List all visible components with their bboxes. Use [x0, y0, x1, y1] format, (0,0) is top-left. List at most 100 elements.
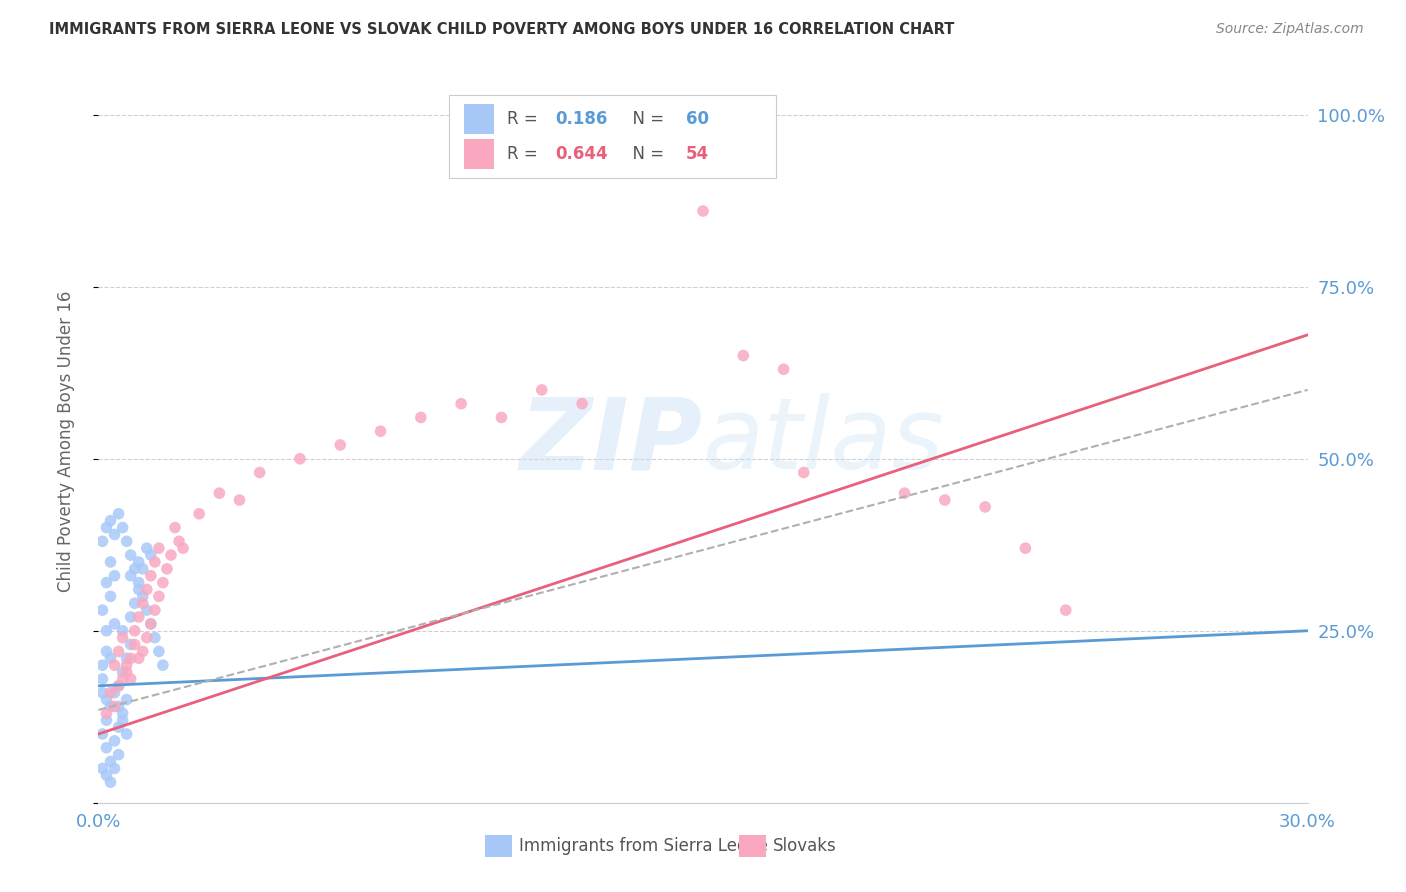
Point	[103, 686, 125, 700]
Point	[974, 500, 997, 514]
Point	[228, 493, 250, 508]
Point	[124, 624, 146, 638]
Point	[692, 204, 714, 219]
Point	[120, 610, 142, 624]
Point	[329, 438, 352, 452]
Point	[893, 486, 915, 500]
Point	[115, 665, 138, 679]
Text: N =: N =	[621, 145, 669, 163]
Point	[612, 121, 634, 136]
Point	[132, 596, 155, 610]
Point	[103, 658, 125, 673]
Point	[132, 562, 155, 576]
FancyBboxPatch shape	[485, 835, 512, 857]
FancyBboxPatch shape	[464, 104, 494, 135]
Point	[96, 768, 118, 782]
Point	[128, 555, 150, 569]
Point	[188, 507, 211, 521]
Point	[1054, 603, 1077, 617]
Point	[148, 590, 170, 604]
Point	[91, 727, 114, 741]
Point	[409, 410, 432, 425]
Point	[107, 644, 129, 658]
Point	[132, 590, 155, 604]
Text: Immigrants from Sierra Leone: Immigrants from Sierra Leone	[519, 838, 768, 855]
Text: ZIP: ZIP	[520, 393, 703, 490]
Point	[103, 568, 125, 582]
Point	[208, 486, 231, 500]
Point	[139, 548, 162, 562]
Point	[103, 761, 125, 775]
Point	[124, 638, 146, 652]
Point	[100, 755, 122, 769]
Text: 0.644: 0.644	[555, 145, 609, 163]
Point	[139, 616, 162, 631]
Point	[135, 631, 157, 645]
Point	[103, 616, 125, 631]
Text: IMMIGRANTS FROM SIERRA LEONE VS SLOVAK CHILD POVERTY AMONG BOYS UNDER 16 CORRELA: IMMIGRANTS FROM SIERRA LEONE VS SLOVAK C…	[49, 22, 955, 37]
Point	[120, 568, 142, 582]
Point	[96, 713, 118, 727]
Text: R =: R =	[508, 145, 543, 163]
FancyBboxPatch shape	[740, 835, 766, 857]
Point	[115, 658, 138, 673]
Point	[107, 699, 129, 714]
Point	[733, 349, 755, 363]
Point	[111, 665, 134, 679]
Point	[111, 713, 134, 727]
Point	[100, 775, 122, 789]
Point	[96, 740, 118, 755]
Point	[115, 534, 138, 549]
Point	[115, 692, 138, 706]
Point	[167, 534, 190, 549]
Point	[91, 686, 114, 700]
Text: Slovaks: Slovaks	[773, 838, 837, 855]
Point	[111, 706, 134, 721]
Point	[370, 424, 392, 438]
Point	[96, 644, 118, 658]
Text: 0.186: 0.186	[555, 110, 607, 128]
Point	[143, 631, 166, 645]
Point	[135, 603, 157, 617]
Point	[172, 541, 194, 556]
Point	[107, 747, 129, 762]
Text: atlas: atlas	[703, 393, 945, 490]
Point	[160, 548, 183, 562]
Point	[96, 706, 118, 721]
Point	[96, 624, 118, 638]
Point	[103, 734, 125, 748]
Point	[111, 520, 134, 534]
Point	[128, 575, 150, 590]
Point	[793, 466, 815, 480]
Point	[91, 761, 114, 775]
Point	[100, 555, 122, 569]
Point	[103, 527, 125, 541]
Point	[934, 493, 956, 508]
Text: N =: N =	[621, 110, 669, 128]
FancyBboxPatch shape	[449, 95, 776, 178]
Point	[139, 568, 162, 582]
Point	[772, 362, 794, 376]
Point	[111, 631, 134, 645]
Point	[288, 451, 311, 466]
Point	[107, 720, 129, 734]
Point	[128, 610, 150, 624]
Point	[91, 534, 114, 549]
Y-axis label: Child Poverty Among Boys Under 16: Child Poverty Among Boys Under 16	[56, 291, 75, 592]
Point	[100, 699, 122, 714]
Point	[152, 658, 174, 673]
Text: 60: 60	[686, 110, 709, 128]
Text: Source: ZipAtlas.com: Source: ZipAtlas.com	[1216, 22, 1364, 37]
Point	[91, 603, 114, 617]
Point	[571, 397, 593, 411]
Point	[107, 679, 129, 693]
Point	[120, 651, 142, 665]
Point	[124, 596, 146, 610]
Point	[143, 555, 166, 569]
Point	[128, 582, 150, 597]
Point	[148, 541, 170, 556]
Point	[100, 651, 122, 665]
Point	[491, 410, 513, 425]
Point	[100, 514, 122, 528]
Point	[111, 624, 134, 638]
